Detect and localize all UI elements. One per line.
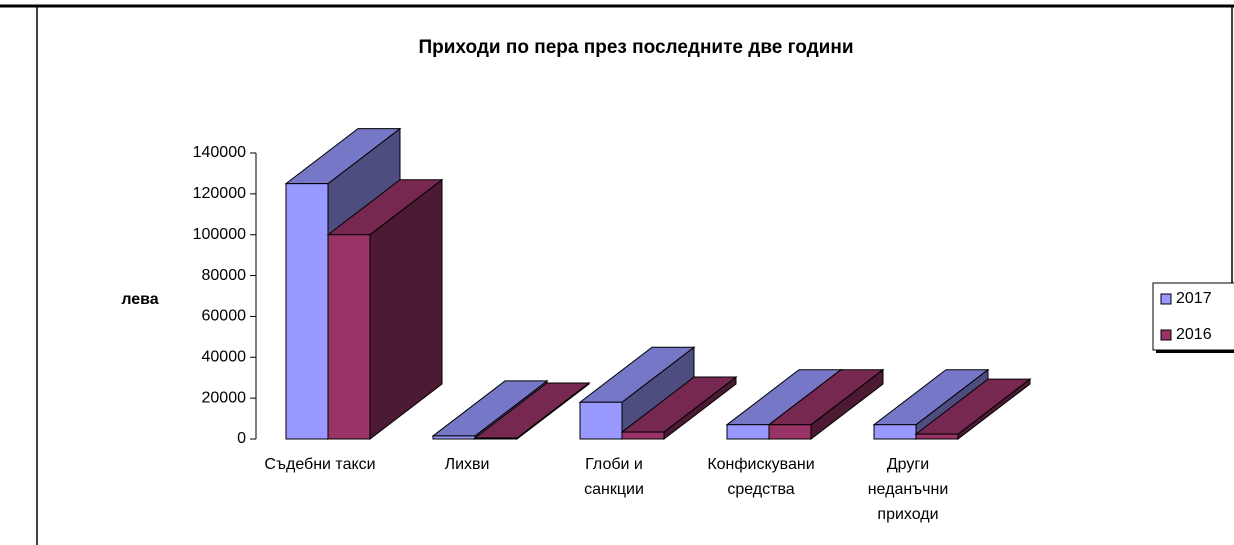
legend-swatch	[1160, 329, 1172, 341]
y-tick-label: 0	[237, 430, 246, 447]
bar	[621, 431, 665, 440]
bar	[726, 424, 770, 440]
legend-swatch	[1160, 293, 1172, 305]
bar	[432, 435, 476, 440]
y-tick-label: 100000	[193, 226, 246, 243]
bar	[285, 183, 329, 440]
chart-title: Приходи по пера през последните две годи…	[418, 37, 853, 58]
legend-label: 2017	[1176, 290, 1212, 307]
x-tick-label: Конфискувани средства	[707, 456, 815, 498]
x-tick-label: Други неданъчни приходи	[867, 456, 949, 523]
bar	[768, 424, 812, 440]
y-axis-label: лева	[121, 291, 158, 308]
bar	[873, 424, 917, 440]
legend-label: 2016	[1176, 326, 1212, 343]
bar	[579, 401, 623, 440]
x-tick-label: Лихви	[444, 456, 490, 473]
y-tick-label: 40000	[202, 349, 247, 366]
y-tick-label: 20000	[202, 389, 247, 406]
bar	[327, 234, 371, 440]
bar	[915, 433, 959, 440]
bar	[474, 437, 518, 440]
y-tick-label: 80000	[202, 267, 247, 284]
y-tick-label: 140000	[193, 144, 246, 161]
y-tick-label: 60000	[202, 308, 247, 325]
x-tick-label: Глоби и санкции	[584, 456, 644, 498]
y-tick-label: 120000	[193, 185, 246, 202]
x-tick-label: Съдебни такси	[264, 456, 376, 473]
